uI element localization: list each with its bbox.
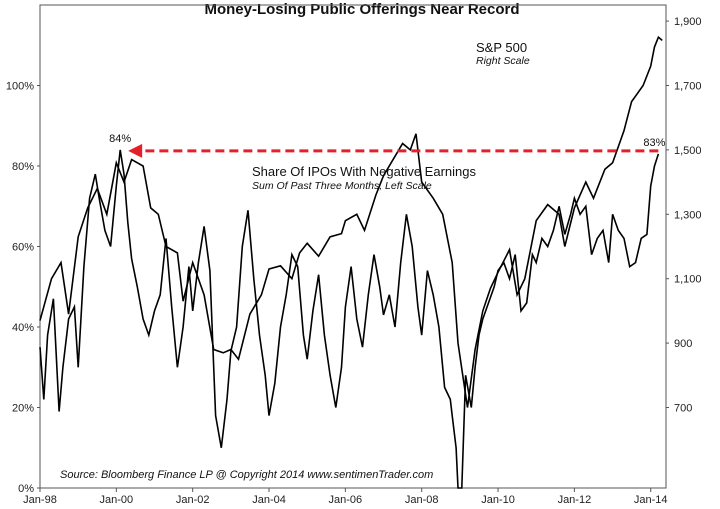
series-label-ipo-share: Share Of IPOs With Negative Earnings: [252, 164, 476, 179]
right-y-tick-label: 1,900: [674, 16, 702, 28]
x-axis: Jan-98 Jan-00 Jan-02 Jan-04 Jan-06 Jan-08 Jan-…: [23, 488, 668, 506]
chart-title: Money-Losing Public Offerings Near Recor…: [204, 1, 519, 18]
x-tick-label: Jan-06: [329, 494, 363, 506]
annotation-83pct: 83%: [643, 137, 665, 149]
right-y-tick-label: 1,500: [674, 145, 702, 157]
plot-frame: [39, 4, 667, 489]
x-tick-label: Jan-10: [481, 494, 515, 506]
source-note: Source: Bloomberg Finance LP @ Copyright…: [60, 469, 433, 481]
series-sublabel-sp500: Right Scale: [476, 55, 530, 67]
left-y-tick-label: 20%: [12, 403, 34, 415]
series-label-sp500: S&P 500: [476, 40, 527, 55]
x-tick-label: Jan-02: [176, 494, 210, 506]
right-y-tick-label: 1,300: [674, 209, 702, 221]
left-y-tick-label: 80%: [12, 161, 34, 173]
x-tick-label: Jan-00: [100, 494, 134, 506]
right-y-tick-label: 700: [674, 403, 692, 415]
x-tick-label: Jan-12: [558, 494, 592, 506]
right-y-tick-label: 900: [674, 338, 692, 350]
left-y-tick-label: 100%: [6, 81, 34, 93]
left-y-tick-label: 60%: [12, 242, 34, 254]
left-y-axis: 0% 20% 40% 60% 80% 100%: [6, 81, 40, 495]
series-line-ipo-share: [39, 149, 660, 489]
x-tick-label: Jan-98: [23, 494, 57, 506]
series-line-sp500: [39, 35, 663, 408]
record-arrow-head: [128, 143, 143, 158]
right-y-axis: 700 900 1,100 1,300 1,500 1,700 1,900: [666, 16, 702, 415]
right-y-tick-label: 1,700: [674, 81, 702, 93]
x-tick-label: Jan-14: [634, 494, 668, 506]
x-tick-label: Jan-08: [405, 494, 439, 506]
x-tick-label: Jan-04: [252, 494, 286, 506]
series-sublabel-ipo-share: Sum Of Past Three Months, Left Scale: [252, 180, 432, 192]
annotation-84pct: 84%: [109, 133, 131, 145]
right-y-tick-label: 1,100: [674, 274, 702, 286]
left-y-tick-label: 40%: [12, 322, 34, 334]
left-y-tick-label: 0%: [18, 483, 34, 495]
